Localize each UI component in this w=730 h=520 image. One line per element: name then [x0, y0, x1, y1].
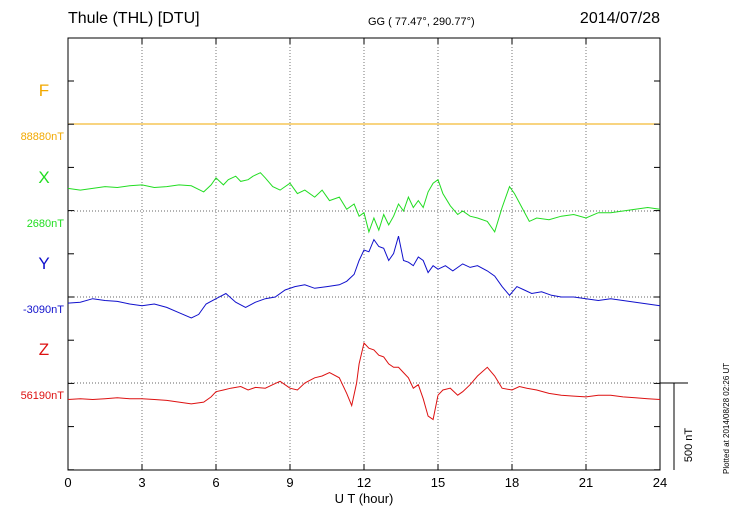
x-tick-label: 21 — [579, 475, 593, 490]
series-group — [68, 124, 660, 420]
x-ticks: 0 3 6 9 12 15 18 21 24 — [64, 38, 667, 490]
series-y-name: Y — [38, 254, 49, 273]
x-tick-label: 0 — [64, 475, 71, 490]
series-x-line — [68, 173, 660, 232]
x-tick-label: 18 — [505, 475, 519, 490]
x-axis-label: U T (hour) — [335, 491, 394, 506]
series-f-baseline-label: 88880nT — [21, 131, 65, 143]
x-tick-label: 6 — [212, 475, 219, 490]
series-z-line — [68, 343, 660, 420]
x-tick-label: 24 — [653, 475, 667, 490]
series-x-name: X — [38, 168, 49, 187]
series-x-baseline-label: 2680nT — [27, 218, 65, 230]
scale-bar: 500 nT — [660, 383, 695, 470]
series-y-baseline-label: -3090nT — [23, 304, 64, 316]
x-tick-label: 12 — [357, 475, 371, 490]
plotted-timestamp: Plotted at 2014/08/28 02:26 UT — [722, 363, 730, 474]
series-z-baseline-label: 56190nT — [21, 390, 65, 402]
x-tick-label: 15 — [431, 475, 445, 490]
series-f-name: F — [39, 81, 49, 100]
channel-labels: F 88880nT X 2680nT Y -3090nT Z 56190nT — [21, 81, 65, 402]
scale-bar-label: 500 nT — [683, 428, 695, 463]
x-tick-label: 3 — [138, 475, 145, 490]
grid-lines — [142, 38, 586, 470]
x-tick-label: 9 — [286, 475, 293, 490]
series-z-name: Z — [39, 340, 49, 359]
